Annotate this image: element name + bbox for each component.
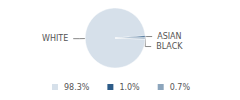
- svg-text:98.3%: 98.3%: [64, 83, 90, 92]
- svg-text:WHITE: WHITE: [42, 34, 68, 43]
- svg-text:BLACK: BLACK: [156, 42, 183, 51]
- svg-text:ASIAN: ASIAN: [157, 32, 181, 41]
- svg-text:1.0%: 1.0%: [119, 83, 140, 92]
- svg-text:0.7%: 0.7%: [170, 83, 191, 92]
